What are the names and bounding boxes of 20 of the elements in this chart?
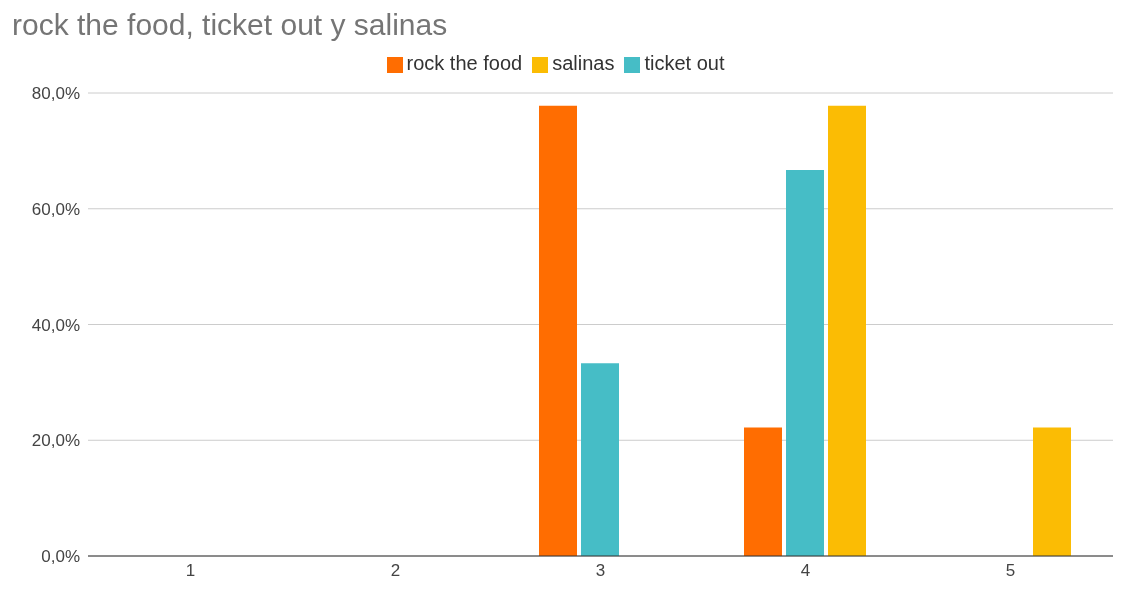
legend-label: rock the food (406, 52, 523, 74)
y-tick-label: 60,0% (31, 199, 80, 219)
x-tick-label: 1 (185, 561, 196, 581)
bar (1033, 427, 1071, 556)
bar (744, 427, 782, 556)
y-tick-label: 20,0% (31, 431, 80, 451)
y-tick-label: 0,0% (41, 547, 80, 567)
y-tick-label: 80,0% (31, 84, 80, 104)
x-tick-label: 4 (800, 561, 811, 581)
bar (828, 105, 866, 556)
x-tick-label: 5 (1005, 561, 1016, 581)
legend-label: ticket out (644, 52, 725, 74)
legend-label: salinas (552, 52, 615, 74)
x-tick-label: 2 (390, 561, 401, 581)
y-tick-label: 40,0% (31, 315, 80, 335)
bar (539, 105, 577, 556)
chart-title: rock the food, ticket out y salinas (12, 8, 449, 43)
bar (786, 169, 824, 556)
x-tick-label: 3 (595, 561, 606, 581)
bar (581, 363, 619, 556)
